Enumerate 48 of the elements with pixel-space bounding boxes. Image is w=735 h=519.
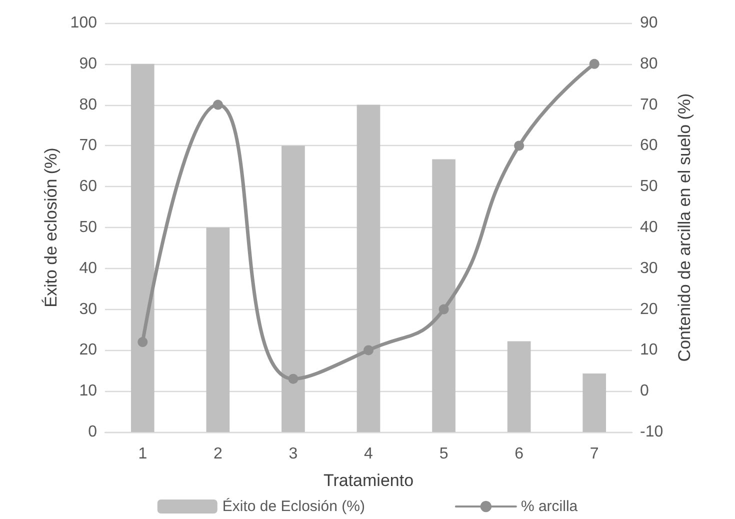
point [364, 345, 374, 356]
point [514, 140, 524, 151]
y2-tick-label: -10 [640, 424, 664, 440]
y-tick-label: 70 [79, 137, 98, 154]
point [138, 337, 148, 348]
x-tick-label: 4 [364, 446, 374, 462]
x-tick-label: 6 [514, 446, 524, 462]
y2-tick-label: 70 [640, 96, 658, 114]
y-tick-label: 90 [79, 55, 98, 72]
point [438, 304, 449, 314]
x-tick-label: 7 [590, 446, 599, 462]
y-tick-label: 80 [79, 96, 98, 114]
y-axis-title: Éxito de eclosión (%) [41, 148, 60, 308]
y-tick-label: 100 [70, 14, 98, 32]
point [589, 58, 600, 69]
y-tick-label: 10 [79, 382, 98, 400]
y-tick-label: 30 [79, 300, 98, 318]
y2-tick-label: 0 [640, 382, 649, 400]
bar [582, 374, 606, 432]
point [212, 100, 223, 110]
bar [432, 159, 456, 432]
bar [356, 104, 380, 432]
x-tick-label: 3 [288, 446, 298, 462]
y-tick-label: 60 [79, 178, 98, 196]
legend-label: Éxito de Eclosión (%) [222, 497, 365, 515]
bar [206, 228, 230, 432]
y-tick-label: 20 [79, 342, 98, 359]
bar [282, 146, 305, 432]
y2-tick-label: 40 [640, 219, 658, 236]
legend-label: % arcilla [520, 498, 578, 515]
y2-tick-label: 10 [640, 342, 658, 359]
y2-tick-label: 50 [640, 178, 658, 196]
x-axis-title: Tratamiento [323, 471, 414, 490]
y-tick-label: 50 [79, 219, 98, 236]
x-tick-label: 2 [213, 446, 222, 462]
y2-tick-label: 60 [640, 137, 658, 154]
y-tick-label: 40 [79, 260, 98, 277]
y-tick-label: 0 [88, 424, 98, 440]
bar [130, 64, 154, 432]
y2-tick-label: 90 [640, 14, 658, 32]
y2-tick-label: 30 [640, 260, 658, 277]
y2-axis-title: Contenido de arcilla en el suelo (%) [675, 93, 694, 362]
x-tick-label: 5 [439, 446, 448, 462]
y2-tick-label: 20 [640, 300, 658, 318]
point [288, 374, 298, 384]
y2-tick-label: 80 [640, 55, 658, 72]
x-tick-label: 1 [138, 446, 148, 462]
bar [507, 341, 531, 432]
